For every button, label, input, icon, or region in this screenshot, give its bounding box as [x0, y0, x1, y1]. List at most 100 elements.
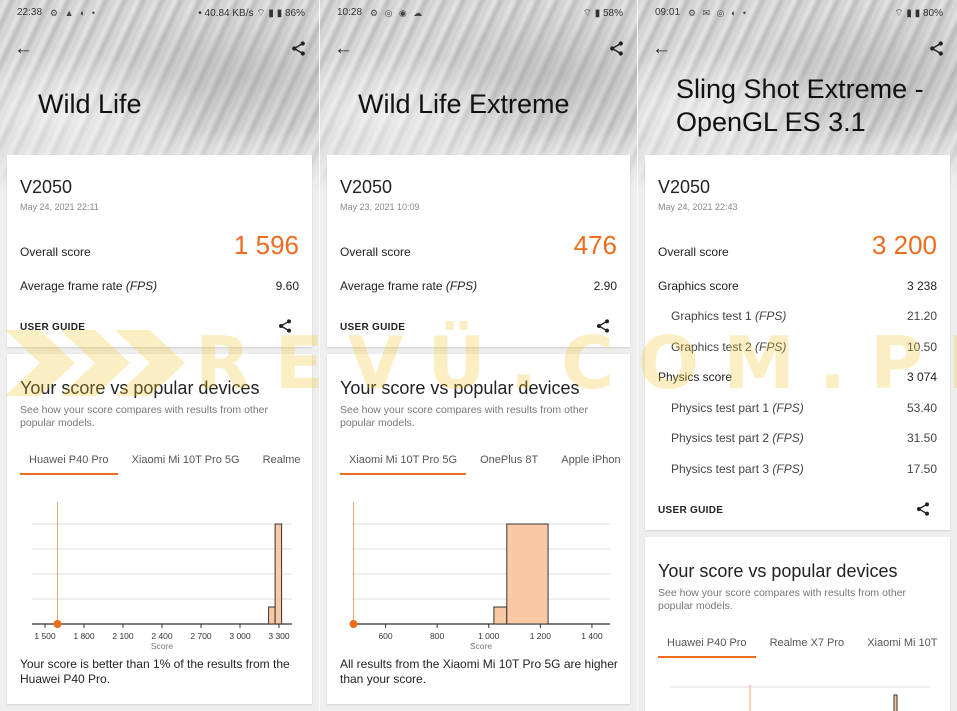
share-icon[interactable] [608, 40, 626, 58]
fps-value: 2.90 [593, 279, 617, 293]
graphics-score-label: Graphics score [658, 279, 739, 293]
score-histogram-partial [670, 685, 930, 711]
tab-realme-x7-pro[interactable]: Realme X7 Pro [769, 637, 845, 649]
tab-xiaomi-mi-10t-pro[interactable]: Xiaomi Mi 10T Pro 5G [340, 451, 467, 475]
physics-score-value: 3 074 [906, 370, 937, 384]
histogram-bar [893, 694, 898, 711]
comparison-title: Your score vs popular devices [340, 378, 580, 398]
x-tick-label: 800 [430, 631, 444, 641]
physics-test-2-label: Physics test part 2 (FPS) [671, 431, 804, 445]
x-tick-label: 2 400 [151, 631, 173, 641]
comparison-card: Your score vs popular devices See how yo… [645, 537, 950, 711]
x-tick-label: 2 700 [190, 631, 212, 641]
back-arrow-icon[interactable]: ← [14, 38, 33, 59]
user-guide-link[interactable]: USER GUIDE [340, 322, 406, 333]
your-score-marker [349, 620, 358, 628]
x-tick-label: 3 300 [268, 631, 290, 641]
status-icons: ⚙ ◎ ◉ ☁ [370, 8, 425, 18]
status-time: 09:01 [655, 7, 681, 18]
tab-xiaomi-mi-10t-pro[interactable]: Xiaomi Mi 10T Pro 5G [131, 454, 240, 466]
back-arrow-icon[interactable]: ← [334, 38, 353, 59]
x-tick-label: 3 000 [229, 631, 251, 641]
page-title: Wild Life Extreme [358, 89, 570, 119]
comparison-description: See how your score compares with results… [340, 404, 589, 429]
x-tick-label: 1 400 [581, 631, 603, 641]
back-arrow-icon[interactable]: ← [652, 38, 671, 59]
device-name: V2050 [20, 177, 73, 197]
result-card: V2050 May 23, 2021 10:09 Overall score 4… [327, 155, 630, 347]
user-guide-link[interactable]: USER GUIDE [20, 322, 86, 333]
fps-value: 9.60 [275, 279, 299, 293]
overall-score-value: 3 200 [871, 230, 937, 260]
tab-oneplus-8t[interactable]: OnePlus 8T [480, 454, 539, 466]
device-tabs: Huawei P40 Pro Xiaomi Mi 10T Pro 5G Real… [20, 451, 312, 475]
fps-label: Average frame rate (FPS) [20, 279, 158, 293]
physics-test-3-value: 17.50 [906, 462, 937, 476]
graphics-test-1-label: Graphics test 1 (FPS) [671, 309, 787, 323]
device-tabs: Huawei P40 Pro Realme X7 Pro Xiaomi Mi 1… [658, 634, 950, 658]
x-tick-label: 600 [378, 631, 392, 641]
tab-huawei-p40-pro[interactable]: Huawei P40 Pro [20, 451, 118, 475]
score-histogram: 600 800 1 000 1 200 1 400 Score [349, 502, 610, 651]
page-title: Wild Life [38, 89, 142, 119]
overall-score-label: Overall score [658, 245, 729, 259]
x-tick-label: 2 100 [112, 631, 134, 641]
x-tick-label: 1 500 [34, 631, 56, 641]
score-histogram: 1 500 1 800 2 100 2 400 2 700 3 000 3 300 Score [32, 502, 292, 651]
comparison-description: See how your score compares with results… [20, 404, 269, 429]
result-summary: Your score is better than 1% of the resu… [20, 657, 290, 686]
overall-score-value: 476 [573, 230, 617, 260]
histogram-bar [493, 606, 508, 625]
status-icons: ⚙ ✉ ◎ ◐ • [688, 8, 749, 18]
share-icon[interactable] [595, 318, 613, 336]
physics-score-label: Physics score [658, 370, 733, 384]
comparison-card: Your score vs popular devices See how yo… [327, 354, 630, 704]
graphics-test-1-value: 21.20 [906, 309, 937, 323]
x-tick-label: 1 200 [530, 631, 552, 641]
histogram-bar [274, 523, 283, 625]
histogram-bar [268, 606, 276, 625]
status-icons: ⚙ ▲ ◐ • [50, 8, 98, 18]
status-bar: 09:01 ⚙ ✉ ◎ ◐ • ⌔ ▮ ▮ 80% [638, 0, 957, 26]
tab-apple-iphone[interactable]: Apple iPhon [561, 454, 621, 466]
overall-score-value: 1 596 [233, 230, 299, 260]
share-icon[interactable] [277, 318, 295, 336]
result-summary: All results from the Xiaomi Mi 10T Pro 5… [340, 657, 618, 686]
device-name: V2050 [658, 177, 711, 197]
physics-test-1-value: 53.40 [906, 401, 937, 415]
panel-wild-life: 22:38 ⚙ ▲ ◐ • • 40.84 KB/s ⌔ ▮ ▮ 86% ← W… [0, 0, 319, 711]
page-title: Sling Shot Extreme - OpenGL ES 3.1 [676, 74, 924, 137]
user-guide-link[interactable]: USER GUIDE [658, 505, 724, 516]
graphics-score-value: 3 238 [906, 279, 937, 293]
physics-test-2-value: 31.50 [906, 431, 937, 445]
x-axis-label: Score [470, 641, 492, 651]
x-tick-label: 1 800 [73, 631, 95, 641]
overall-score-label: Overall score [340, 245, 411, 259]
histogram-bar [506, 523, 549, 625]
panel-wild-life-extreme: 10:28 ⚙ ◎ ◉ ☁ ⌔ ▮ 58% ← Wild Life Extrem… [320, 0, 637, 711]
overall-score-label: Overall score [20, 245, 91, 259]
your-score-marker [53, 620, 62, 628]
panel-sling-shot-extreme: 09:01 ⚙ ✉ ◎ ◐ • ⌔ ▮ ▮ 80% ← Sling Shot E… [638, 0, 957, 711]
comparison-title: Your score vs popular devices [658, 561, 898, 581]
status-time: 10:28 [337, 7, 363, 18]
status-right: • 40.84 KB/s ⌔ ▮ ▮ 86% [198, 8, 305, 19]
tab-huawei-p40-pro[interactable]: Huawei P40 Pro [658, 634, 756, 658]
fps-label: Average frame rate (FPS) [340, 279, 478, 293]
status-right: ⌔ ▮ 58% [582, 8, 623, 19]
x-axis-label: Score [151, 641, 173, 651]
status-bar: 10:28 ⚙ ◎ ◉ ☁ ⌔ ▮ 58% [320, 0, 637, 26]
physics-test-3-label: Physics test part 3 (FPS) [671, 462, 804, 476]
share-icon[interactable] [290, 40, 308, 58]
result-date: May 24, 2021 22:11 [20, 202, 99, 212]
tab-realme[interactable]: Realme [262, 454, 301, 466]
graphics-test-2-value: 10.50 [906, 340, 937, 354]
result-card: V2050 May 24, 2021 22:43 Overall score 3… [645, 155, 950, 530]
status-right: ⌔ ▮ ▮ 80% [894, 8, 943, 19]
comparison-card: Your score vs popular devices See how yo… [7, 354, 312, 704]
tab-xiaomi-mi-10t[interactable]: Xiaomi Mi 10T [867, 637, 938, 649]
status-time: 22:38 [17, 7, 43, 18]
share-icon[interactable] [928, 40, 946, 58]
share-icon[interactable] [915, 501, 933, 519]
result-date: May 24, 2021 22:43 [658, 202, 738, 212]
